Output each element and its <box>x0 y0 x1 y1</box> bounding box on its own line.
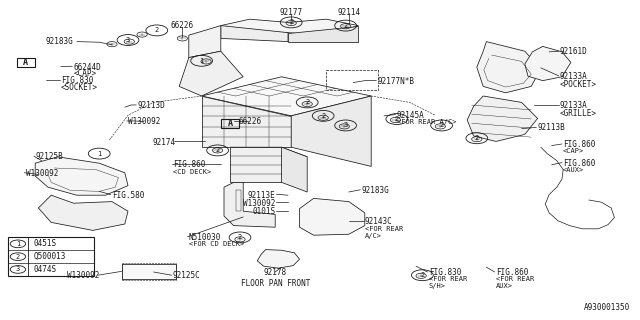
Polygon shape <box>300 198 365 235</box>
Text: 2: 2 <box>289 20 293 25</box>
Text: FIG.830: FIG.830 <box>429 268 461 277</box>
Text: 2: 2 <box>238 235 242 240</box>
Text: <AUX>: <AUX> <box>563 167 584 173</box>
Polygon shape <box>477 42 541 93</box>
Text: A: A <box>23 58 28 67</box>
Text: 2: 2 <box>475 135 479 141</box>
Text: 1: 1 <box>97 151 101 156</box>
Polygon shape <box>202 77 371 116</box>
Text: A/C>: A/C> <box>365 233 382 239</box>
Text: <FOR CD DECK>: <FOR CD DECK> <box>189 241 244 247</box>
Polygon shape <box>202 96 291 147</box>
Text: 92183G: 92183G <box>46 37 74 46</box>
Text: 66226: 66226 <box>238 117 261 126</box>
Polygon shape <box>291 96 371 166</box>
Text: FIG.860: FIG.860 <box>496 268 529 277</box>
Text: <GRILLE>: <GRILLE> <box>560 109 597 118</box>
Text: 92113B: 92113B <box>538 124 565 132</box>
Text: FIG.860: FIG.860 <box>173 160 205 169</box>
Text: 92174: 92174 <box>153 138 176 147</box>
Text: AUX>: AUX> <box>496 283 513 289</box>
Text: 92113E: 92113E <box>248 191 275 200</box>
Polygon shape <box>224 182 275 227</box>
Polygon shape <box>467 96 538 141</box>
Text: 2: 2 <box>305 100 309 105</box>
Text: FIG.860: FIG.860 <box>563 140 596 149</box>
Text: 66226: 66226 <box>171 21 194 30</box>
Text: <SOCKET>: <SOCKET> <box>61 83 98 92</box>
Text: 92133A: 92133A <box>560 72 588 81</box>
Text: <CAP>: <CAP> <box>563 148 584 154</box>
Text: 3: 3 <box>16 267 20 272</box>
Text: <FOR REAR: <FOR REAR <box>496 276 534 282</box>
Text: N510030: N510030 <box>189 233 221 242</box>
Text: 0101S: 0101S <box>252 207 275 216</box>
Polygon shape <box>257 250 300 268</box>
Text: W130092: W130092 <box>128 117 161 126</box>
Text: 92161D: 92161D <box>560 47 588 56</box>
Polygon shape <box>179 51 243 96</box>
Text: 3: 3 <box>344 123 348 128</box>
Text: 92113D: 92113D <box>138 101 165 110</box>
Text: 92125B: 92125B <box>35 152 63 161</box>
Text: <CAP>: <CAP> <box>74 69 97 78</box>
Text: 2: 2 <box>321 113 325 119</box>
Text: 92145A: 92145A <box>397 111 424 120</box>
Text: 92177: 92177 <box>280 8 303 17</box>
Text: 0474S: 0474S <box>33 265 56 274</box>
Text: <CD DECK>: <CD DECK> <box>173 169 211 175</box>
Text: 0451S: 0451S <box>33 239 56 248</box>
Text: 92177N*B: 92177N*B <box>378 77 415 86</box>
Text: 92114: 92114 <box>337 8 360 17</box>
Bar <box>8 237 94 276</box>
Text: Q500013: Q500013 <box>33 252 66 261</box>
Polygon shape <box>122 264 176 279</box>
Text: 92183G: 92183G <box>362 186 389 195</box>
Text: 92178: 92178 <box>264 268 287 277</box>
Text: A: A <box>228 119 233 128</box>
Text: S/H>: S/H> <box>429 283 446 289</box>
Text: FIG.580: FIG.580 <box>112 191 145 200</box>
Text: A930001350: A930001350 <box>584 303 630 312</box>
Polygon shape <box>230 147 307 157</box>
Polygon shape <box>221 19 358 36</box>
Text: FIG.830: FIG.830 <box>61 76 93 85</box>
Polygon shape <box>525 46 571 81</box>
Bar <box>221 119 239 128</box>
Text: 92143C: 92143C <box>365 217 392 226</box>
Text: 2: 2 <box>216 148 220 153</box>
Text: 2: 2 <box>420 272 424 278</box>
Text: 2: 2 <box>440 123 444 128</box>
Text: <FOR REAR: <FOR REAR <box>365 226 403 232</box>
Text: W130092: W130092 <box>67 271 99 280</box>
Text: FLOOR PAN FRONT: FLOOR PAN FRONT <box>241 279 310 288</box>
Text: 92125C: 92125C <box>173 271 200 280</box>
Text: 1: 1 <box>16 241 20 247</box>
Text: 1: 1 <box>200 58 204 64</box>
Text: 92133A: 92133A <box>560 101 588 110</box>
Text: <POCKET>: <POCKET> <box>560 80 597 89</box>
Text: FIG.860: FIG.860 <box>563 159 596 168</box>
Polygon shape <box>230 147 282 182</box>
Text: 2: 2 <box>155 28 159 33</box>
Polygon shape <box>288 26 358 42</box>
Polygon shape <box>282 147 307 192</box>
Polygon shape <box>35 157 128 195</box>
Text: 2: 2 <box>344 23 348 28</box>
Text: 2: 2 <box>16 254 20 260</box>
Polygon shape <box>221 26 288 42</box>
Text: W130092: W130092 <box>26 169 58 178</box>
Text: <FOR REAR A/C>: <FOR REAR A/C> <box>397 119 456 125</box>
Text: W130092: W130092 <box>243 199 275 208</box>
Bar <box>17 58 35 67</box>
Text: 2: 2 <box>395 116 399 122</box>
Text: <FOR REAR: <FOR REAR <box>429 276 467 282</box>
Polygon shape <box>38 195 128 230</box>
Polygon shape <box>189 26 221 58</box>
Text: 66244D: 66244D <box>74 63 101 72</box>
Text: 3: 3 <box>126 37 130 43</box>
